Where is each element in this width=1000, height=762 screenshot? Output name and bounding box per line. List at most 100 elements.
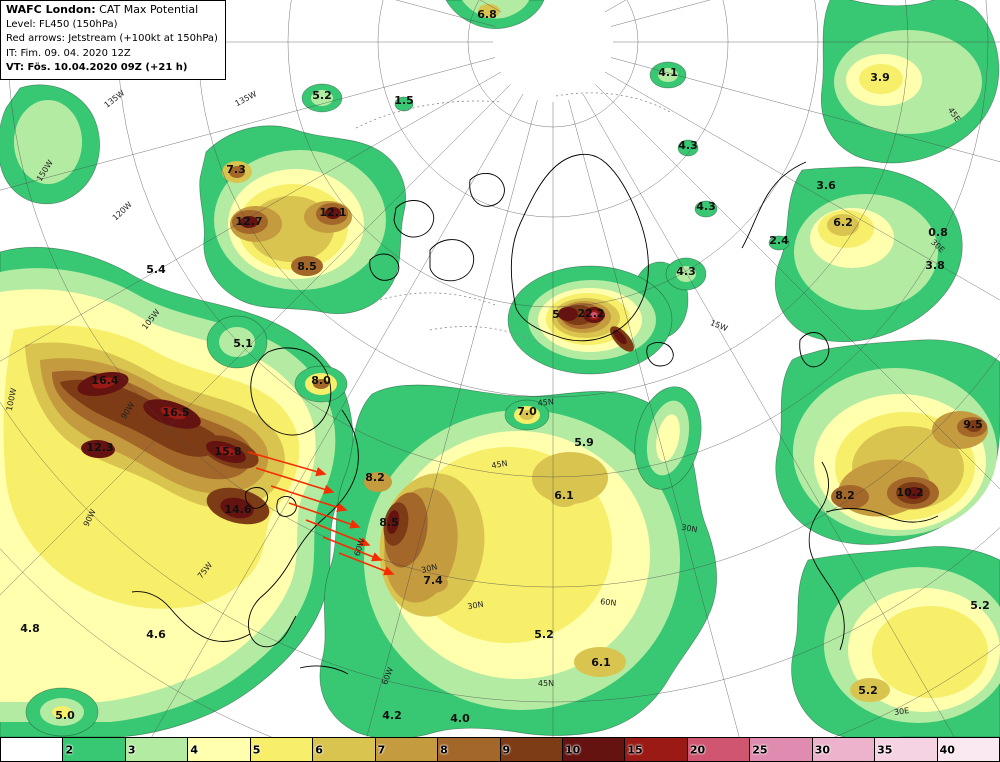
info-box: WAFC London: CAT Max Potential Level: FL… — [0, 0, 226, 80]
cat-contour-fills — [0, 0, 1000, 737]
value-label: 16.5 — [162, 406, 189, 419]
colorbar-tick: 7 — [377, 743, 386, 756]
colorbar-tick: 35 — [877, 743, 893, 756]
value-label: 5.0 — [55, 709, 75, 722]
value-label: 4.3 — [696, 200, 716, 213]
colorbar-tick: 20 — [689, 743, 706, 756]
colorbar-tick: 9 — [502, 743, 511, 756]
value-label: 9.5 — [963, 418, 983, 431]
cat-value-labels: 6.8 4.1 3.9 5.2 1.5 7.3 4.3 3.6 4.3 12.1 12.7 6.2 0.… — [20, 8, 990, 725]
grid-label: 30E — [893, 706, 909, 717]
colorbar-segment: 6 — [313, 738, 376, 761]
value-label: 2.4 — [769, 234, 789, 247]
value-label: 12.7 — [235, 215, 262, 228]
colorbar-tick: 3 — [127, 743, 136, 756]
jetstream-arrow — [322, 536, 383, 562]
colorbar-segment: 10 — [562, 738, 626, 761]
value-label: 4.2 — [382, 709, 402, 722]
jetstream-arrow — [288, 502, 361, 529]
colorbar-tick: 2 — [65, 743, 74, 756]
value-label: 5.2 — [858, 684, 878, 697]
value-label: 3.8 — [925, 259, 945, 272]
colorbar-segment: 35 — [875, 738, 938, 761]
grid-label: 60N — [600, 597, 617, 608]
value-label: 4.3 — [676, 265, 696, 278]
init-time-line: IT: Fim. 09. 04. 2020 12Z — [6, 47, 131, 59]
colorbar-segment: 40 — [937, 738, 999, 761]
colorbar-tick: 25 — [752, 743, 768, 756]
grid-label: 30N — [467, 600, 484, 612]
value-label: 3.9 — [870, 71, 890, 84]
value-label: 10.2 — [896, 486, 923, 499]
colorbar-tick: 4 — [190, 743, 198, 756]
level-line: Level: FL450 (150hPa) — [6, 18, 118, 30]
grid-label: 30N — [681, 523, 698, 535]
value-label: 5.9 — [574, 436, 594, 449]
value-label: 7.3 — [226, 163, 246, 176]
colorbar-tick: 5 — [252, 743, 261, 756]
colorbar-segment: 4 — [188, 738, 251, 761]
colorbar-tick: 8 — [440, 743, 448, 756]
grid-label: 30N — [420, 562, 438, 575]
chart-title: WAFC London: CAT Max Potential — [6, 3, 199, 16]
value-label: 4.1 — [658, 66, 678, 79]
value-label: 8.2 — [365, 471, 385, 484]
colorbar-segment: 15 — [625, 738, 688, 761]
value-label: 8.5 — [379, 516, 399, 529]
colorbar-segment — [1, 738, 64, 761]
colorbar-segment: 30 — [812, 738, 876, 761]
jetstream-arrow — [270, 485, 348, 512]
value-label: 6.1 — [554, 489, 574, 502]
jetstream-arrow — [338, 552, 395, 576]
colorbar-segment: 25 — [750, 738, 813, 761]
value-label: 6.8 — [477, 8, 497, 21]
grid-label: 15W — [709, 318, 729, 333]
value-label: 5.2 — [534, 628, 554, 641]
value-label: 5.2 — [312, 89, 332, 102]
value-label: 1.5 — [394, 94, 414, 107]
colorbar-tick: 15 — [627, 743, 643, 756]
colorbar-segment: 5 — [250, 738, 314, 761]
value-label: 6.1 — [591, 656, 611, 669]
value-label: 15.8 — [214, 445, 241, 458]
value-label: 12.3 — [86, 441, 113, 454]
value-label: 6.2 — [833, 216, 853, 229]
jetstream-arrow — [255, 467, 335, 494]
coastlines — [131, 92, 939, 675]
grid-label: 45N — [537, 397, 554, 408]
colorbar-tick: 30 — [814, 743, 830, 756]
colorbar-tick: 6 — [315, 743, 323, 756]
value-label: 14.6 — [224, 503, 251, 516]
colorbar-segment: 2 — [63, 738, 126, 761]
value-label: 5.1 — [233, 337, 253, 350]
value-label: 5 — [552, 308, 560, 321]
value-label: 8.5 — [297, 260, 317, 273]
jetstream-arrows — [247, 451, 395, 576]
colorbar-tick: 40 — [939, 743, 955, 756]
value-label: 8.0 — [311, 374, 331, 387]
value-label: 22.2 — [577, 307, 604, 320]
colorbar-tick: 10 — [564, 743, 581, 756]
value-label: 16.4 — [91, 374, 118, 387]
value-label: 8.2 — [835, 489, 855, 502]
grid-label: 120W — [111, 200, 134, 223]
value-label: 7.0 — [517, 405, 537, 418]
colorbar-segment: 20 — [687, 738, 751, 761]
value-label: 4.8 — [20, 622, 40, 635]
colorbar-segment: 9 — [500, 738, 563, 761]
grid-label: 135W — [233, 89, 258, 108]
valid-time-line: VT: Fös. 10.04.2020 09Z (+21 h) — [6, 62, 188, 73]
value-label: 5.2 — [970, 599, 990, 612]
colorbar-segment: 8 — [438, 738, 501, 761]
value-label: 7.4 — [423, 574, 443, 587]
value-label: 5.4 — [146, 263, 166, 276]
arrows-note-line: Red arrows: Jetstream (+100kt at 150hPa) — [6, 33, 218, 44]
value-label: 4.6 — [146, 628, 166, 641]
grid-label: 45N — [538, 679, 554, 688]
value-label: 3.6 — [816, 179, 836, 192]
value-label: 4.3 — [678, 139, 698, 152]
jetstream-arrow — [305, 519, 371, 547]
colorbar-segment: 7 — [375, 738, 439, 761]
